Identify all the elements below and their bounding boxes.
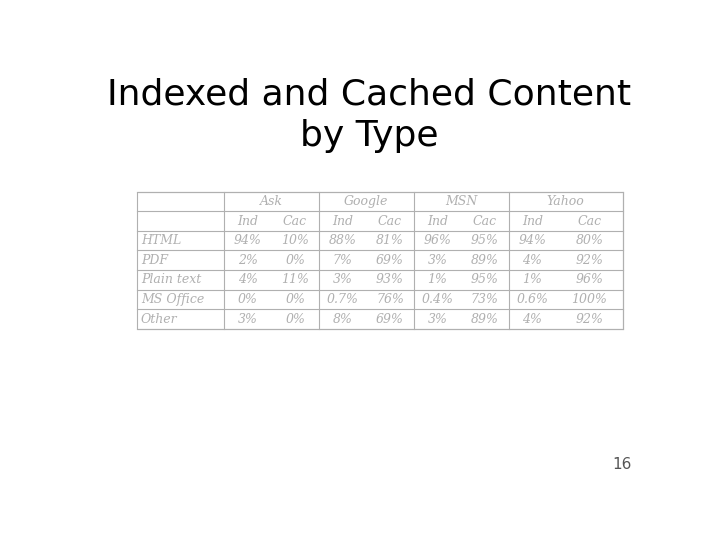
Text: 0.4%: 0.4% (421, 293, 454, 306)
Text: 3%: 3% (238, 313, 258, 326)
Text: Google: Google (344, 195, 388, 208)
Text: 1%: 1% (428, 273, 447, 286)
Text: 3%: 3% (333, 273, 352, 286)
Text: 0%: 0% (238, 293, 258, 306)
Text: 1%: 1% (522, 273, 542, 286)
Text: 0%: 0% (285, 313, 305, 326)
Text: 0%: 0% (285, 293, 305, 306)
Text: Ind: Ind (522, 214, 543, 227)
Text: Ind: Ind (427, 214, 448, 227)
Text: 89%: 89% (471, 254, 499, 267)
Text: Indexed and Cached Content
by Type: Indexed and Cached Content by Type (107, 77, 631, 153)
Text: Cac: Cac (473, 214, 497, 227)
Text: 80%: 80% (575, 234, 603, 247)
Text: MSN: MSN (445, 195, 477, 208)
Text: 95%: 95% (471, 273, 499, 286)
Text: 92%: 92% (575, 254, 603, 267)
Text: 0%: 0% (285, 254, 305, 267)
Text: 4%: 4% (522, 313, 542, 326)
Text: 8%: 8% (333, 313, 352, 326)
Text: Plain text: Plain text (141, 273, 201, 286)
Text: 2%: 2% (238, 254, 258, 267)
Text: Cac: Cac (283, 214, 307, 227)
Text: 0.7%: 0.7% (327, 293, 359, 306)
Text: 11%: 11% (281, 273, 309, 286)
Text: 4%: 4% (238, 273, 258, 286)
Text: PDF: PDF (141, 254, 168, 267)
Text: 4%: 4% (522, 254, 542, 267)
Text: 16: 16 (612, 457, 631, 472)
Text: 92%: 92% (575, 313, 603, 326)
Text: 69%: 69% (376, 254, 404, 267)
Text: 69%: 69% (376, 313, 404, 326)
Text: Yahoo: Yahoo (546, 195, 585, 208)
Text: 100%: 100% (572, 293, 608, 306)
Text: 93%: 93% (376, 273, 404, 286)
Text: 0.6%: 0.6% (516, 293, 548, 306)
Text: 94%: 94% (234, 234, 261, 247)
Text: 3%: 3% (428, 254, 447, 267)
Text: 10%: 10% (281, 234, 309, 247)
Text: Other: Other (141, 313, 177, 326)
Text: 88%: 88% (328, 234, 356, 247)
Text: MS Office: MS Office (141, 293, 204, 306)
Text: 73%: 73% (471, 293, 499, 306)
Text: Ind: Ind (237, 214, 258, 227)
Text: 89%: 89% (471, 313, 499, 326)
Text: HTML: HTML (141, 234, 181, 247)
Text: Ind: Ind (332, 214, 353, 227)
Text: 7%: 7% (333, 254, 352, 267)
Text: 76%: 76% (376, 293, 404, 306)
Text: Ask: Ask (260, 195, 283, 208)
Text: Cac: Cac (378, 214, 402, 227)
Text: 81%: 81% (376, 234, 404, 247)
Text: 3%: 3% (428, 313, 447, 326)
Text: 96%: 96% (423, 234, 451, 247)
Text: 96%: 96% (575, 273, 603, 286)
Text: 95%: 95% (471, 234, 499, 247)
Text: 94%: 94% (518, 234, 546, 247)
Text: Cac: Cac (577, 214, 601, 227)
